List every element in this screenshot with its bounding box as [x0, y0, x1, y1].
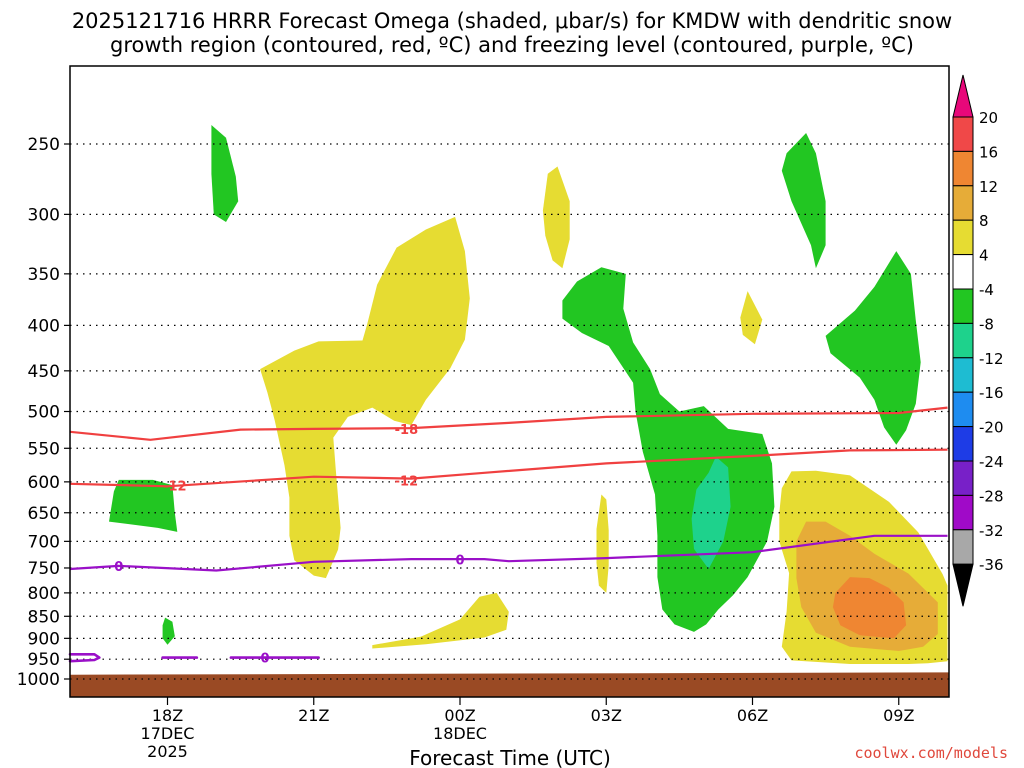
omega-region-11 [825, 251, 921, 445]
contour-label-0: -18 [395, 423, 419, 438]
x-tick-label-18Z-1: 17DEC [141, 724, 195, 743]
y-tick-label-950: 950 [28, 650, 60, 670]
freezing-level-fragment-0 [68, 652, 101, 663]
colorbar-segment-5 [952, 254, 974, 290]
colorbar-segment-4 [952, 219, 974, 256]
colorbar-label-9: -20 [979, 419, 1004, 437]
contour-label-3: 0 [114, 560, 123, 575]
plot-border [69, 65, 950, 698]
y-tick-label-400: 400 [28, 316, 60, 336]
x-tick-label-18Z-2: 2025 [147, 742, 188, 761]
x-tick-label-09Z-0: 09Z [883, 706, 914, 725]
omega-region-5 [542, 166, 570, 269]
colorbar-label-4: 4 [979, 247, 989, 265]
omega-region-4 [372, 592, 509, 649]
y-tick-label-300: 300 [28, 205, 60, 225]
contour-label-layer: -18 -12 -12 0 0 0 [114, 423, 464, 667]
y-tick-label-750: 750 [28, 559, 60, 579]
colorbar-segment-7 [952, 322, 974, 359]
omega-shading-layer [109, 125, 948, 664]
colorbar-segment-8 [952, 357, 974, 393]
omega-region-1 [109, 479, 178, 532]
omega-region-6 [596, 494, 609, 593]
colorbar-label-11: -28 [979, 487, 1004, 505]
colorbar-segment-12 [952, 494, 974, 531]
axis-layer: 2503003504004505005506006507007508008509… [17, 135, 915, 761]
y-tick-label-550: 550 [28, 439, 60, 459]
colorbar-label-3: 8 [979, 212, 989, 230]
plot-frame [69, 65, 950, 698]
chart-title-line-2: growth region (contoured, red, ºC) and f… [110, 33, 914, 57]
colorbar-label-7: -12 [979, 350, 1004, 368]
colorbar: 20 16 12 8 4 -4 -8 -12 -16 -20 -24 -28 -32 -36 [952, 74, 1004, 607]
colorbar-segment-1 [952, 116, 974, 152]
x-tick-label-00Z-1: 18DEC [433, 724, 487, 743]
y-tick-label-700: 700 [28, 532, 60, 552]
y-tick-label-250: 250 [28, 135, 60, 155]
colorbar-segment-13 [952, 529, 974, 565]
y-tick-label-850: 850 [28, 607, 60, 627]
omega-region-9 [740, 291, 763, 345]
contour-label-4: 0 [455, 554, 464, 569]
colorbar-segment-11 [952, 460, 974, 496]
colorbar-label-1: 16 [979, 143, 998, 161]
colorbar-label-12: -32 [979, 522, 1004, 540]
colorbar-upper-arrow [952, 74, 974, 118]
colorbar-label-13: -36 [979, 556, 1004, 574]
y-tick-label-1000: 1000 [17, 670, 60, 690]
contour-label-5: 0 [260, 652, 269, 667]
contour-layer [68, 406, 948, 663]
y-tick-label-450: 450 [28, 362, 60, 382]
colorbar-lower-arrow [952, 563, 974, 607]
omega-region-0 [211, 125, 239, 222]
y-tick-label-650: 650 [28, 504, 60, 524]
x-tick-label-18Z-0: 18Z [152, 706, 183, 725]
colorbar-label-8: -16 [979, 384, 1004, 402]
y-tick-label-600: 600 [28, 473, 60, 493]
credit-link[interactable]: coolwx.com/models [854, 744, 1008, 762]
colorbar-segment-6 [952, 288, 974, 324]
contour-label-1: -12 [163, 480, 187, 495]
colorbar-segment-9 [952, 391, 974, 428]
isotherm-contour-1 [69, 448, 948, 488]
colorbar-segment-2 [952, 150, 974, 187]
isotherm-contour-2 [69, 534, 948, 572]
colorbar-segment-10 [952, 426, 974, 462]
x-tick-label-03Z-0: 03Z [591, 706, 622, 725]
colorbar-label-2: 12 [979, 178, 998, 196]
omega-region-3 [260, 216, 470, 579]
y-tick-label-500: 500 [28, 403, 60, 423]
x-axis-label: Forecast Time (UTC) [409, 746, 611, 768]
chart-title-line-1: 2025121716 HRRR Forecast Omega (shaded, … [71, 9, 953, 33]
y-tick-label-350: 350 [28, 265, 60, 285]
ground-layer [70, 672, 949, 697]
x-tick-label-21Z-0: 21Z [298, 706, 329, 725]
x-tick-label-00Z-0: 00Z [444, 706, 475, 725]
x-tick-label-06Z-0: 06Z [737, 706, 768, 725]
contour-label-2: -12 [395, 475, 419, 490]
colorbar-label-10: -24 [979, 453, 1004, 471]
y-tick-label-900: 900 [28, 629, 60, 649]
omega-region-10 [781, 133, 826, 269]
isotherm-contour-0 [69, 406, 948, 441]
colorbar-label-0: 20 [979, 109, 998, 127]
colorbar-segment-3 [952, 185, 974, 221]
colorbar-label-6: -8 [979, 315, 994, 333]
omega-region-2 [162, 617, 175, 645]
y-tick-label-800: 800 [28, 584, 60, 604]
ground-surface [70, 672, 949, 697]
colorbar-label-5: -4 [979, 281, 994, 299]
